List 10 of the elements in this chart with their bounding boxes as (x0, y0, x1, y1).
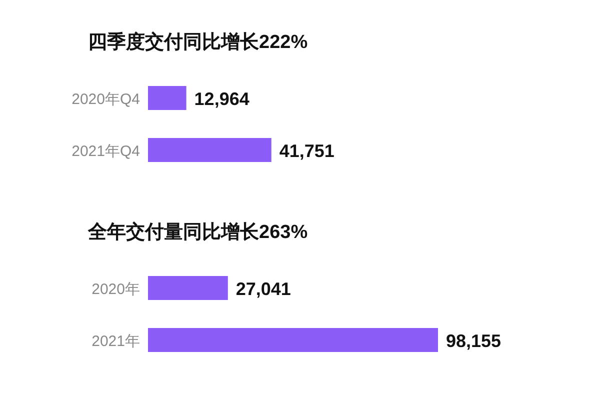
data-label: 12,964 (194, 89, 250, 109)
y-tick-label: 2021年 (92, 333, 140, 350)
chart-title: 全年交付量同比增长263% (87, 221, 308, 243)
data-label: 27,041 (236, 279, 291, 299)
data-label: 41,751 (279, 141, 334, 161)
y-tick-label: 2020年 (92, 281, 140, 298)
y-tick-label: 2021年Q4 (72, 143, 140, 160)
y-tick-label: 2020年Q4 (72, 91, 140, 108)
chart-title: 四季度交付同比增长222% (88, 31, 308, 53)
data-label: 98,155 (446, 331, 502, 351)
